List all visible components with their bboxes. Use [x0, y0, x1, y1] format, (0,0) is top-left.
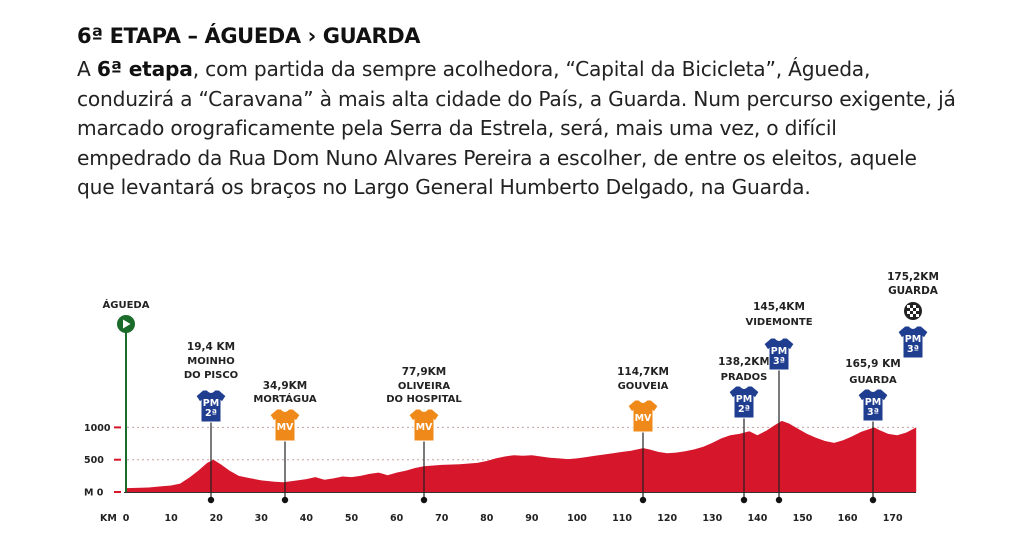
- jersey-body: [763, 337, 795, 371]
- marker-5-name-0: VIDEMONTE: [745, 317, 812, 328]
- stage-title: 6ª ETAPA – ÁGUEDA › GUARDA: [77, 24, 421, 48]
- x-label-90: 90: [525, 513, 539, 524]
- marker-6-km: 165,9 KM: [845, 358, 900, 370]
- finish-km: 175,2KM: [887, 271, 939, 283]
- jersey-text-1: PM: [736, 394, 752, 405]
- x-label-100: 100: [567, 513, 587, 524]
- marker-2-jersey-icon: MV: [408, 408, 440, 442]
- elevation-area: [126, 420, 917, 492]
- x-label-120: 120: [657, 513, 677, 524]
- marker-2-dot: [420, 496, 428, 504]
- finish-check: [916, 314, 919, 317]
- marker-3-km: 114,7KM: [617, 366, 669, 378]
- marker-0-dot: [207, 496, 215, 504]
- marker-6-dot: [869, 496, 877, 504]
- x-label-140: 140: [747, 513, 767, 524]
- jersey-text-2: 3ª: [867, 407, 879, 418]
- x-label-50: 50: [345, 513, 359, 524]
- x-label-130: 130: [702, 513, 722, 524]
- jersey-text-1: PM: [771, 346, 787, 357]
- y-label-1000: 1000: [84, 423, 111, 434]
- marker-1-km: 34,9KM: [263, 380, 308, 392]
- start-name: ÁGUEDA: [103, 298, 150, 311]
- finish-check: [913, 305, 916, 308]
- jersey-body: [728, 385, 760, 419]
- jersey-text-2: 3ª: [907, 344, 919, 355]
- finish-check: [910, 308, 913, 311]
- x-axis-prefix: KM: [100, 513, 117, 524]
- x-label-150: 150: [793, 513, 813, 524]
- start-play-arrow: [123, 319, 131, 329]
- jersey-body: [857, 388, 889, 422]
- marker-3-jersey-icon: MV: [627, 399, 659, 433]
- jersey-text-2: 2ª: [205, 408, 217, 419]
- jersey-body: [408, 408, 440, 442]
- marker-5-dot: [775, 496, 783, 504]
- axis-layer: 1000 500 M 0 KM 0 10 20 30 40 50 60 70 80 90 100 110 120…: [84, 423, 916, 524]
- marker-0-km: 19,4 KM: [187, 341, 235, 353]
- jersey-text-1: PM: [203, 398, 219, 409]
- x-label-160: 160: [838, 513, 858, 524]
- jersey-body: [195, 389, 227, 423]
- marker-2-name-0: OLIVEIRA: [398, 381, 451, 392]
- x-label-80: 80: [480, 513, 494, 524]
- finish-check: [913, 311, 916, 314]
- jersey-text-2: 3ª: [773, 356, 785, 367]
- x-label-20: 20: [210, 513, 224, 524]
- x-label-30: 30: [255, 513, 269, 524]
- marker-2-km: 77,9KM: [402, 366, 447, 378]
- x-label-0: 0: [123, 513, 130, 524]
- marker-2-name-1: DO HOSPITAL: [386, 394, 462, 405]
- y-label-500: 500: [84, 455, 104, 466]
- marker-3-dot: [639, 496, 647, 504]
- jersey-text: MV: [416, 422, 433, 433]
- finish-check: [910, 314, 913, 317]
- jersey-body: [627, 399, 659, 433]
- stage-description: A 6ª etapa, com partida da sempre acolhe…: [77, 55, 957, 203]
- marker-0-name-1: DO PISCO: [184, 370, 238, 381]
- finish-check: [907, 305, 910, 308]
- jersey-text: MV: [635, 413, 652, 424]
- jersey-text-1: PM: [865, 397, 881, 408]
- marker-6-name-0: GUARDA: [849, 375, 897, 386]
- x-label-10: 10: [164, 513, 178, 524]
- x-label-70: 70: [435, 513, 449, 524]
- description-bold: 6ª etapa: [96, 57, 193, 81]
- finish-check: [907, 311, 910, 314]
- description-body: , com partida da sempre acolhedora, “Cap…: [77, 57, 956, 200]
- finish-checkered-icon: [904, 302, 922, 320]
- description-lead: A: [77, 57, 97, 81]
- jersey-body: [269, 408, 301, 442]
- marker-5-km: 145,4KM: [753, 301, 805, 313]
- x-label-40: 40: [300, 513, 314, 524]
- marker-4-name-0: PRADOS: [721, 372, 768, 383]
- y-label-0: M 0: [84, 488, 104, 499]
- marker-3-name-0: GOUVEIA: [618, 381, 669, 392]
- marker-1-name-0: MORTÁGUA: [253, 392, 317, 405]
- marker-4-dot: [740, 496, 748, 504]
- jersey-text-2: 2ª: [738, 404, 750, 415]
- finish-name: GUARDA: [888, 285, 939, 297]
- x-label-110: 110: [612, 513, 632, 524]
- marker-4-km: 138,2KM: [718, 356, 770, 368]
- marker-1-jersey-icon: MV: [269, 408, 301, 442]
- jersey-body: [897, 325, 929, 359]
- x-label-170: 170: [883, 513, 903, 524]
- jersey-text-1: PM: [905, 334, 921, 345]
- marker-1-dot: [281, 496, 289, 504]
- marker-0-name-0: MOINHO: [187, 356, 234, 367]
- jersey-text: MV: [277, 422, 294, 433]
- x-label-60: 60: [390, 513, 404, 524]
- finish-check: [916, 308, 919, 311]
